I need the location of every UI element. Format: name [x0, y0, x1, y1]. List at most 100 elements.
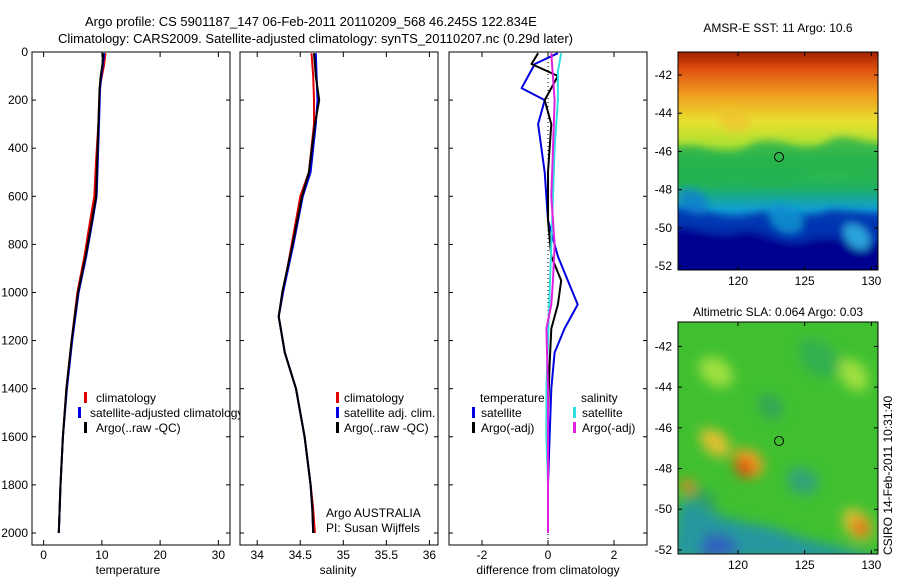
x-tick-label: 35: [337, 548, 351, 562]
difference-legend-swatch-temp-argo: [472, 422, 475, 433]
difference-legend-swatch-sal-satellite: [573, 407, 576, 418]
y-tick-label: 0: [21, 45, 28, 59]
salinity-legend-swatch-argo: [336, 422, 339, 433]
map-y-tick-label: -50: [655, 502, 673, 516]
map-x-tick-label: 120: [728, 274, 748, 288]
sla-map-title: Altimetric SLA: 0.064 Argo: 0.03: [693, 305, 863, 319]
difference-legend-temperature-title: temperature: [480, 391, 545, 405]
difference-lines: [520, 52, 579, 533]
salinity-axes-frame: [239, 51, 439, 546]
x-tick-label: 2: [611, 548, 618, 562]
salinity-xlabel: salinity: [320, 563, 357, 577]
sst-map-image: [678, 52, 878, 270]
map-y-tick-label: -48: [655, 183, 673, 197]
sst-argo-location-marker: [774, 152, 784, 162]
map-y-tick-label: -50: [655, 221, 673, 235]
x-tick-label: 35.5: [375, 548, 399, 562]
temperature-legend-swatch-climatology: [84, 392, 87, 403]
x-tick-label: 20: [153, 548, 167, 562]
x-tick-label: 34.5: [289, 548, 313, 562]
sla-argo-location-marker: [774, 436, 784, 446]
map-x-tick-label: 125: [795, 558, 815, 572]
difference-panel: -2 0 2 difference from climatology tempera…: [448, 51, 648, 577]
salinity-legend-climatology: climatology: [344, 391, 404, 405]
difference-legend-swatch-temp-satellite: [472, 407, 475, 418]
map-y-tick-label: -46: [655, 421, 673, 435]
y-tick-label: 1800: [1, 478, 28, 492]
x-tick-label: 30: [212, 548, 226, 562]
y-tick-label: 1400: [1, 382, 28, 396]
salinity-legend: climatology satellite adj. clim. Argo(..…: [336, 391, 435, 435]
map-y-tick-label: -42: [655, 68, 673, 82]
series-line-temperature-satellite: [520, 52, 579, 533]
y-tick-label: 600: [8, 189, 28, 203]
temperature-panel: 0 10 20 30 0 200 400 600 800 1000 1200 1400 1600 1800…: [1, 45, 243, 577]
temperature-legend-swatch-satellite: [78, 407, 81, 418]
sla-map-ticks: 120 125 130 -42 -44 -46 -48 -50 -52: [655, 322, 882, 572]
difference-legend-temp-satellite: satellite: [481, 406, 522, 420]
temperature-axes-frame: [31, 51, 231, 546]
salinity-annotation-agency: Argo AUSTRALIA: [326, 506, 421, 520]
temperature-ticks: 0 10 20 30 0 200 400 600 800 1000 1200 1400 1600 1800…: [1, 45, 230, 562]
sla-map-image: [678, 322, 878, 554]
map-x-tick-label: 120: [728, 558, 748, 572]
credit-text: CSIRO 14-Feb-2011 10:31:40: [881, 395, 895, 555]
temperature-legend-climatology: climatology: [96, 391, 156, 405]
y-tick-label: 2000: [1, 526, 28, 540]
x-tick-label: 10: [95, 548, 109, 562]
temperature-legend: climatology satellite-adjusted climatolo…: [78, 391, 243, 435]
series-line-argo-raw-qc: [57, 53, 104, 534]
salinity-panel: 34 34.5 35 35.5 36 salinity climatology sate…: [239, 51, 439, 577]
salinity-legend-swatch-climatology: [336, 392, 339, 403]
temperature-lines: [57, 53, 107, 534]
sst-map-panel: AMSR-E SST: 11 Argo: 10.6 120 125 130 -42 -4…: [655, 21, 882, 288]
map-y-tick-label: -48: [655, 462, 673, 476]
series-line-argo-raw-qc: [277, 53, 321, 534]
x-tick-label: 36: [423, 548, 437, 562]
map-x-tick-label: 125: [795, 274, 815, 288]
temperature-legend-argo: Argo(..raw -QC): [96, 421, 181, 435]
sst-map-ticks: 120 125 130 -42 -44 -46 -48 -50 -52: [655, 52, 882, 288]
map-x-tick-label: 130: [861, 558, 881, 572]
header-line-1: Argo profile: CS 5901187_147 06-Feb-2011…: [85, 14, 537, 29]
series-line-salinity-satellite: [545, 53, 563, 533]
difference-legend-swatch-sal-argo: [573, 422, 576, 433]
difference-legend-sal-satellite: satellite: [582, 406, 623, 420]
difference-legend-sal-argo: Argo(-adj): [582, 421, 635, 435]
salinity-lines: [277, 53, 321, 534]
map-y-tick-label: -42: [655, 339, 673, 353]
map-y-tick-label: -52: [655, 259, 673, 273]
y-tick-label: 1000: [1, 285, 28, 299]
difference-legend: temperature satellite Argo(-adj) salinit…: [472, 391, 635, 435]
map-y-tick-label: -44: [655, 380, 673, 394]
y-tick-label: 800: [8, 237, 28, 251]
x-tick-label: 0: [545, 548, 552, 562]
series-line-salinity-argo-adj: [545, 53, 556, 533]
sla-map-frame: [677, 321, 879, 555]
y-tick-label: 400: [8, 141, 28, 155]
temperature-legend-satellite: satellite-adjusted climatology: [90, 406, 243, 420]
difference-xlabel: difference from climatology: [476, 563, 619, 577]
temperature-legend-swatch-argo: [84, 422, 87, 433]
header-line-2: Climatology: CARS2009. Satellite-adjuste…: [58, 31, 573, 46]
salinity-legend-swatch-satellite: [336, 407, 339, 418]
sla-map-panel: Altimetric SLA: 0.064 Argo: 0.03: [655, 305, 882, 572]
x-tick-label: 34: [251, 548, 265, 562]
x-tick-label: 0: [40, 548, 47, 562]
sst-map-frame: [677, 51, 879, 271]
salinity-legend-satellite: satellite adj. clim.: [344, 406, 435, 420]
map-x-tick-label: 130: [861, 274, 881, 288]
map-y-tick-label: -44: [655, 106, 673, 120]
map-y-tick-label: -46: [655, 144, 673, 158]
sst-map-title: AMSR-E SST: 11 Argo: 10.6: [703, 21, 853, 35]
salinity-annotation-pi: PI: Susan Wijffels: [326, 521, 420, 535]
y-tick-label: 200: [8, 93, 28, 107]
map-y-tick-label: -52: [655, 543, 673, 557]
y-tick-label: 1600: [1, 430, 28, 444]
y-tick-label: 1200: [1, 334, 28, 348]
salinity-ticks: 34 34.5 35 35.5 36: [240, 51, 438, 562]
difference-legend-salinity-title: salinity: [581, 391, 618, 405]
temperature-xlabel: temperature: [96, 563, 161, 577]
difference-legend-temp-argo: Argo(-adj): [481, 421, 534, 435]
